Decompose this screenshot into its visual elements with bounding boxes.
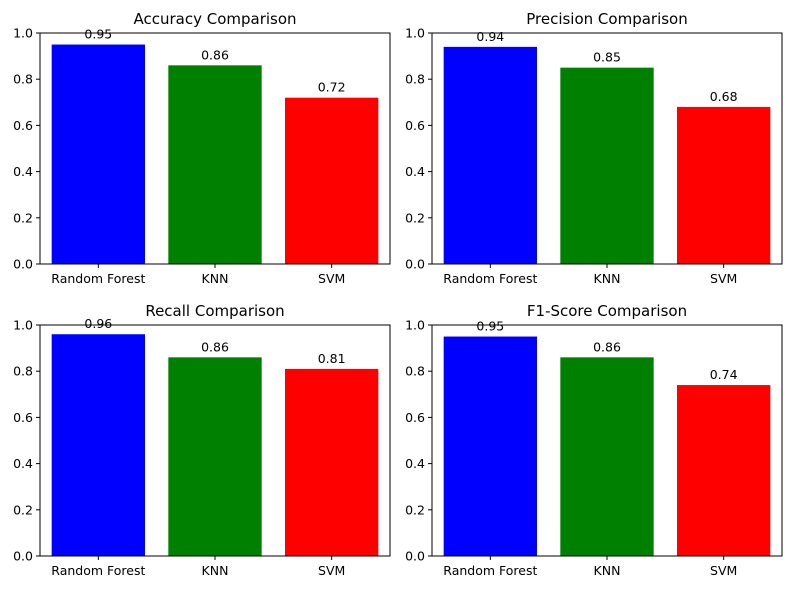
y-tick-label: 0.2 — [13, 210, 33, 225]
y-tick-label: 0.8 — [405, 364, 425, 379]
chart-title: F1-Score Comparison — [527, 302, 687, 320]
x-tick-label: Random Forest — [51, 563, 145, 578]
data-label: 0.81 — [318, 351, 346, 366]
data-label: 0.95 — [84, 27, 112, 42]
y-tick-label: 0.4 — [13, 456, 33, 471]
bar-svm — [677, 106, 771, 264]
data-label: 0.94 — [476, 29, 504, 44]
data-label: 0.86 — [201, 339, 229, 354]
bar-knn — [560, 67, 654, 265]
x-tick-label: Random Forest — [443, 271, 537, 286]
y-tick-label: 0.8 — [13, 364, 33, 379]
x-tick-label: KNN — [202, 271, 229, 286]
x-tick-label: SVM — [318, 271, 345, 286]
y-tick-label: 0.4 — [405, 164, 425, 179]
y-tick-label: 0.6 — [405, 118, 425, 133]
y-tick-label: 0.2 — [405, 502, 425, 517]
x-tick-label: Random Forest — [443, 563, 537, 578]
y-tick-label: 0.6 — [13, 118, 33, 133]
data-label: 0.86 — [201, 47, 229, 62]
data-label: 0.96 — [84, 316, 112, 331]
x-tick-label: Random Forest — [51, 271, 145, 286]
x-tick-label: KNN — [594, 563, 621, 578]
bar-svm — [677, 385, 771, 556]
y-tick-label: 0.8 — [13, 72, 33, 87]
subplot-2: 0.94 Random Forest 0.85 KNN 0.68 SVM 0.0 0.2 0.4… — [405, 10, 783, 286]
subplot-4: 0.95 Random Forest 0.86 KNN 0.74 SVM 0.0 0.2 0.4… — [405, 302, 783, 578]
y-tick-label: 1.0 — [13, 318, 33, 333]
axes-frame — [431, 32, 783, 265]
x-tick-label: SVM — [318, 563, 345, 578]
axes-frame — [39, 324, 391, 557]
y-tick-label: 0.4 — [13, 164, 33, 179]
x-tick-label: SVM — [710, 563, 737, 578]
axes-frame — [431, 324, 783, 557]
x-tick-label: SVM — [710, 271, 737, 286]
data-label: 0.68 — [710, 89, 738, 104]
y-tick-label: 0.0 — [13, 549, 33, 564]
bar-random-forest — [51, 44, 145, 264]
y-tick-label: 1.0 — [405, 318, 425, 333]
axes-frame — [39, 32, 391, 265]
bar-random-forest — [443, 336, 537, 556]
bar-random-forest — [443, 46, 537, 264]
y-tick-label: 1.0 — [405, 26, 425, 41]
x-tick-label: KNN — [594, 271, 621, 286]
y-tick-label: 0.2 — [405, 210, 425, 225]
y-tick-label: 0.6 — [13, 410, 33, 425]
bar-random-forest — [51, 334, 145, 556]
y-tick-label: 0.6 — [405, 410, 425, 425]
y-tick-label: 0.8 — [405, 72, 425, 87]
data-label: 0.74 — [710, 367, 738, 382]
y-tick-label: 0.0 — [405, 549, 425, 564]
bar-knn — [168, 357, 262, 556]
x-tick-label: KNN — [202, 563, 229, 578]
data-label: 0.95 — [476, 319, 504, 334]
y-tick-label: 0.4 — [405, 456, 425, 471]
bar-svm — [285, 368, 379, 556]
data-label: 0.86 — [593, 339, 621, 354]
chart-title: Precision Comparison — [526, 10, 688, 28]
y-tick-label: 0.0 — [405, 257, 425, 272]
y-tick-label: 0.0 — [13, 257, 33, 272]
subplot-3: 0.96 Random Forest 0.86 KNN 0.81 SVM 0.0 0.2 0.4… — [13, 302, 391, 578]
subplot-1: 0.95 Random Forest 0.86 KNN 0.72 SVM 0.0 0.2 0.4… — [13, 10, 391, 286]
chart-title: Accuracy Comparison — [133, 10, 296, 28]
bar-knn — [168, 65, 262, 264]
y-tick-label: 0.2 — [13, 502, 33, 517]
data-label: 0.72 — [318, 80, 346, 95]
bar-knn — [560, 357, 654, 556]
chart-title: Recall Comparison — [145, 302, 284, 320]
y-tick-label: 1.0 — [13, 26, 33, 41]
data-label: 0.85 — [593, 50, 621, 65]
bar-svm — [285, 97, 379, 265]
